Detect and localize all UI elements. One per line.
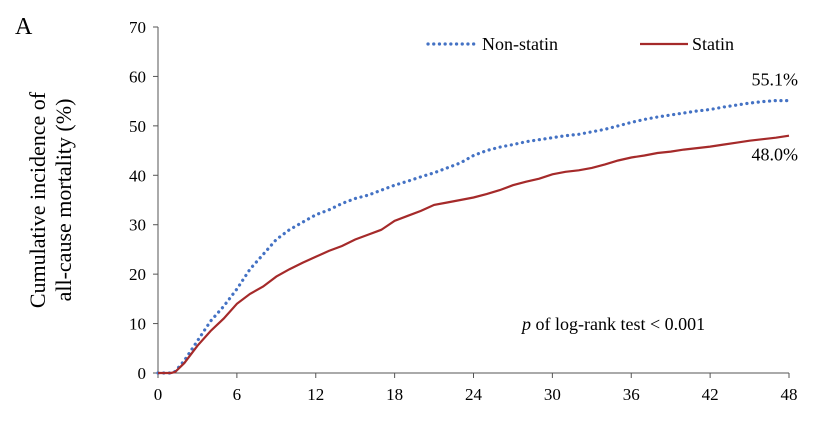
x-tick-label-18: 18 — [386, 385, 403, 404]
log-rank-annotation: p of log-rank test < 0.001 — [520, 314, 705, 334]
y-tick-label-50: 50 — [129, 117, 146, 136]
y-tick-label-70: 70 — [129, 18, 146, 37]
y-tick-label-60: 60 — [129, 67, 146, 86]
x-tick-label-0: 0 — [154, 385, 163, 404]
x-tick-label-30: 30 — [544, 385, 561, 404]
y-tick-label-20: 20 — [129, 265, 146, 284]
legend-label-statin: Statin — [692, 34, 734, 54]
y-axis-label-line-2: all-cause mortality (%) — [51, 99, 76, 302]
x-tick-label-6: 6 — [233, 385, 242, 404]
x-tick-label-12: 12 — [307, 385, 324, 404]
y-tick-label-10: 10 — [129, 315, 146, 334]
y-tick-label-40: 40 — [129, 166, 146, 185]
legend: Non-statin Statin — [426, 34, 734, 54]
p-symbol: p — [520, 314, 531, 334]
x-tick-label-42: 42 — [702, 385, 719, 404]
x-tick-label-24: 24 — [465, 385, 483, 404]
log-rank-text: of log-rank test < 0.001 — [531, 314, 705, 334]
y-tick-label-30: 30 — [129, 216, 146, 235]
end-label-statin: 48.0% — [752, 145, 799, 165]
end-label-non-statin: 55.1% — [752, 70, 799, 90]
x-tick-label-36: 36 — [623, 385, 640, 404]
axes: 0 10 20 30 40 50 60 70 0 6 12 18 24 30 36 42 48 — [129, 18, 798, 404]
x-tick-label-48: 48 — [781, 385, 798, 404]
y-axis-label: Cumulative incidence of all-cause mortal… — [25, 91, 76, 308]
series-line-non-statin — [156, 98, 791, 375]
series-line-statin — [158, 134, 790, 375]
y-tick-label-0: 0 — [138, 364, 147, 383]
series-layer — [156, 98, 791, 375]
legend-label-non-statin: Non-statin — [482, 34, 558, 54]
panel-label: A — [15, 14, 33, 40]
y-axis-label-line-1: Cumulative incidence of — [25, 91, 50, 308]
